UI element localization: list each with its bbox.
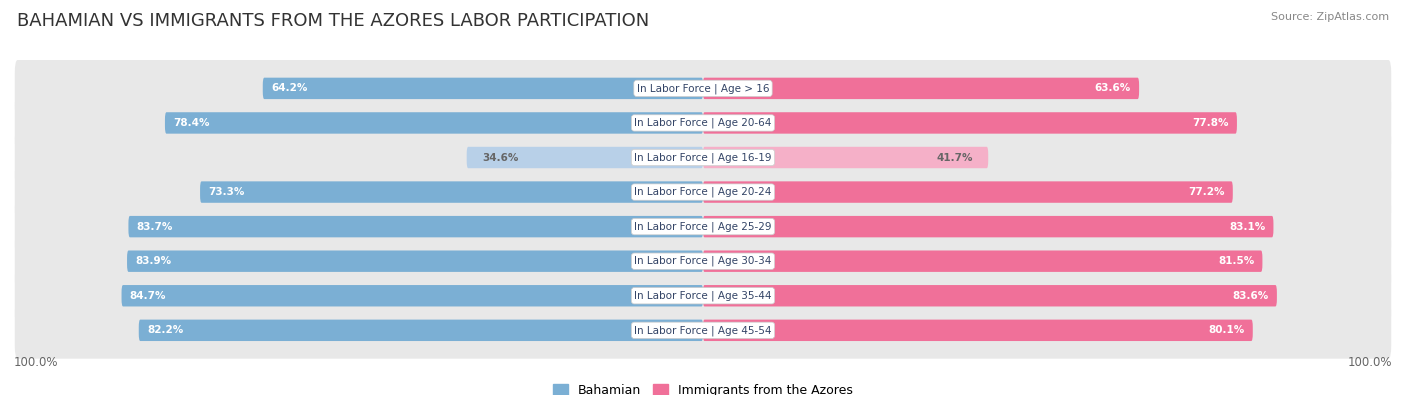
FancyBboxPatch shape xyxy=(14,198,1392,255)
FancyBboxPatch shape xyxy=(263,78,703,99)
Text: 81.5%: 81.5% xyxy=(1218,256,1254,266)
Text: In Labor Force | Age 16-19: In Labor Force | Age 16-19 xyxy=(634,152,772,163)
FancyBboxPatch shape xyxy=(14,60,1392,117)
Text: 83.7%: 83.7% xyxy=(136,222,173,231)
Text: 77.2%: 77.2% xyxy=(1188,187,1225,197)
FancyBboxPatch shape xyxy=(703,320,1253,341)
FancyBboxPatch shape xyxy=(14,94,1392,151)
Text: 83.6%: 83.6% xyxy=(1233,291,1268,301)
FancyBboxPatch shape xyxy=(139,320,703,341)
FancyBboxPatch shape xyxy=(200,181,703,203)
Text: 77.8%: 77.8% xyxy=(1192,118,1229,128)
FancyBboxPatch shape xyxy=(703,250,1263,272)
Text: 80.1%: 80.1% xyxy=(1208,325,1244,335)
Text: In Labor Force | Age 25-29: In Labor Force | Age 25-29 xyxy=(634,221,772,232)
FancyBboxPatch shape xyxy=(14,302,1392,359)
FancyBboxPatch shape xyxy=(14,164,1392,220)
FancyBboxPatch shape xyxy=(165,112,703,134)
FancyBboxPatch shape xyxy=(467,147,703,168)
Text: In Labor Force | Age 20-24: In Labor Force | Age 20-24 xyxy=(634,187,772,198)
Text: 73.3%: 73.3% xyxy=(208,187,245,197)
Text: 41.7%: 41.7% xyxy=(936,152,973,162)
Text: In Labor Force | Age 35-44: In Labor Force | Age 35-44 xyxy=(634,290,772,301)
Text: 100.0%: 100.0% xyxy=(1347,356,1392,369)
Legend: Bahamian, Immigrants from the Azores: Bahamian, Immigrants from the Azores xyxy=(548,379,858,395)
FancyBboxPatch shape xyxy=(703,181,1233,203)
FancyBboxPatch shape xyxy=(703,285,1277,307)
Text: 83.1%: 83.1% xyxy=(1229,222,1265,231)
Text: BAHAMIAN VS IMMIGRANTS FROM THE AZORES LABOR PARTICIPATION: BAHAMIAN VS IMMIGRANTS FROM THE AZORES L… xyxy=(17,12,650,30)
Text: 82.2%: 82.2% xyxy=(148,325,183,335)
FancyBboxPatch shape xyxy=(703,216,1274,237)
Text: 78.4%: 78.4% xyxy=(173,118,209,128)
Text: In Labor Force | Age 20-64: In Labor Force | Age 20-64 xyxy=(634,118,772,128)
FancyBboxPatch shape xyxy=(703,112,1237,134)
FancyBboxPatch shape xyxy=(14,233,1392,290)
Text: 64.2%: 64.2% xyxy=(271,83,308,93)
Text: In Labor Force | Age > 16: In Labor Force | Age > 16 xyxy=(637,83,769,94)
FancyBboxPatch shape xyxy=(128,216,703,237)
Text: 100.0%: 100.0% xyxy=(14,356,59,369)
Text: In Labor Force | Age 45-54: In Labor Force | Age 45-54 xyxy=(634,325,772,336)
FancyBboxPatch shape xyxy=(14,129,1392,186)
Text: In Labor Force | Age 30-34: In Labor Force | Age 30-34 xyxy=(634,256,772,267)
FancyBboxPatch shape xyxy=(703,147,988,168)
Text: 63.6%: 63.6% xyxy=(1095,83,1130,93)
Text: 83.9%: 83.9% xyxy=(135,256,172,266)
FancyBboxPatch shape xyxy=(121,285,703,307)
FancyBboxPatch shape xyxy=(127,250,703,272)
Text: 34.6%: 34.6% xyxy=(482,152,519,162)
FancyBboxPatch shape xyxy=(14,267,1392,324)
Text: Source: ZipAtlas.com: Source: ZipAtlas.com xyxy=(1271,12,1389,22)
Text: 84.7%: 84.7% xyxy=(129,291,166,301)
FancyBboxPatch shape xyxy=(703,78,1139,99)
